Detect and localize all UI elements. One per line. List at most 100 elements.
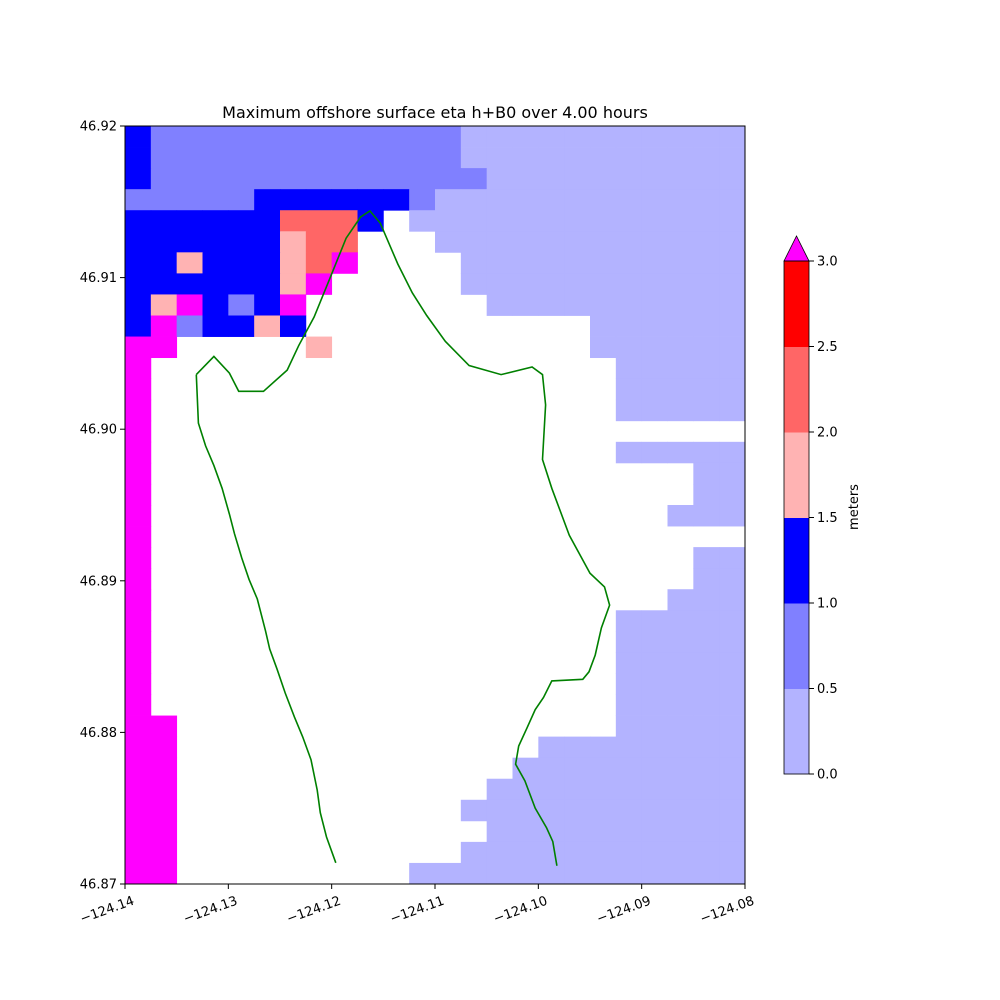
heatmap-cell — [460, 210, 488, 232]
heatmap-cell — [564, 841, 591, 864]
coastline-west-line — [195, 374, 337, 864]
heatmap-cell — [331, 126, 358, 148]
heatmap-cell — [357, 168, 384, 190]
heatmap-cell — [486, 862, 513, 885]
heatmap-cell — [305, 126, 333, 148]
heatmap-cell — [615, 778, 643, 801]
chart-title: Maximum offshore surface eta h+B0 over 4… — [222, 103, 648, 122]
heatmap-cell — [512, 147, 539, 169]
heatmap-cell — [512, 231, 539, 253]
heatmap-cell — [486, 841, 513, 864]
heatmap-cell — [125, 568, 152, 590]
heatmap-cell — [538, 210, 565, 232]
heatmap-cell — [125, 294, 152, 316]
heatmap-cell — [228, 168, 255, 190]
heatmap-cell — [435, 168, 462, 190]
heatmap-cell — [719, 231, 746, 253]
heatmap-cell — [125, 315, 152, 337]
heatmap-cell — [667, 378, 694, 401]
heatmap-cell — [641, 126, 668, 148]
heatmap-cell — [150, 252, 178, 274]
heatmap-cell — [615, 799, 643, 822]
heatmap-cell — [615, 168, 643, 190]
colorbar-swatches — [783, 235, 810, 775]
heatmap-cell — [125, 715, 152, 738]
heatmap-cell — [202, 315, 229, 337]
heatmap-cell — [564, 799, 591, 822]
heatmap-cell — [486, 189, 513, 211]
heatmap-cell — [667, 694, 694, 716]
heatmap-cell — [254, 252, 281, 274]
heatmap-cell — [228, 231, 255, 253]
heatmap-cell — [150, 757, 178, 780]
heatmap-cell — [615, 757, 643, 780]
heatmap-cell — [125, 589, 152, 611]
colorbar-label: meters — [847, 484, 862, 530]
heatmap-cell — [693, 294, 720, 316]
heatmap-cell — [719, 652, 746, 674]
heatmap-cell — [460, 841, 488, 864]
heatmap-cell — [538, 126, 565, 148]
heatmap-cell — [125, 736, 152, 759]
heatmap-cell — [538, 841, 565, 864]
heatmap-cell — [590, 862, 617, 885]
heatmap-cell — [125, 336, 152, 359]
heatmap-cell — [641, 841, 668, 864]
heatmap-cell — [590, 210, 617, 232]
heatmap-cell — [667, 589, 694, 611]
heatmap-cell — [719, 715, 746, 738]
heatmap-cell — [615, 715, 643, 738]
heatmap-cell — [202, 126, 229, 148]
heatmap-cell — [719, 610, 746, 632]
heatmap-cell — [641, 862, 668, 885]
colorbar-tick-label: 1.5 — [817, 511, 838, 526]
heatmap-cell — [512, 294, 539, 316]
heatmap-cell — [254, 294, 281, 316]
heatmap-cell — [693, 357, 720, 380]
heatmap-cell — [667, 399, 694, 422]
heatmap-cell — [150, 778, 178, 801]
heatmap-cell — [719, 441, 746, 464]
heatmap-cell — [538, 778, 565, 801]
heatmap-cell — [641, 336, 668, 359]
heatmap-cell — [693, 715, 720, 738]
colorbar: 0.0 0.5 1.0 1.5 2.0 2.5 3.0 meters — [783, 235, 862, 783]
heatmap-cell — [150, 126, 178, 148]
colorbar-tick-label: 2.0 — [817, 426, 838, 441]
heatmap-cell — [460, 231, 488, 253]
heatmap-cell — [693, 736, 720, 759]
heatmap-cell — [590, 168, 617, 190]
heatmap-cell — [693, 252, 720, 274]
heatmap-cell — [202, 210, 229, 232]
heatmap-cell — [228, 294, 255, 316]
heatmap-cell — [150, 736, 178, 759]
heatmap-cell — [667, 673, 694, 695]
heatmap-cell — [615, 862, 643, 885]
heatmap-cell — [641, 778, 668, 801]
heatmap-cell — [615, 441, 643, 464]
heatmap-cell — [150, 168, 178, 190]
heatmap-cell — [280, 168, 307, 190]
heatmap-cell — [125, 631, 152, 653]
heatmap-cell — [719, 736, 746, 759]
heatmap-cell — [512, 168, 539, 190]
heatmap-cell — [693, 378, 720, 401]
heatmap-cell — [667, 778, 694, 801]
heatmap-cell — [719, 315, 746, 337]
heatmap-cell — [538, 273, 565, 295]
heatmap-cell — [693, 820, 720, 843]
colorbar-swatch — [784, 517, 809, 604]
heatmap-cell — [693, 399, 720, 422]
heatmap-cell — [693, 610, 720, 632]
heatmap-cell — [564, 820, 591, 843]
heatmap-cell — [641, 168, 668, 190]
heatmap-cell — [693, 589, 720, 611]
heatmap-cell — [176, 273, 203, 295]
heatmap-cell — [280, 315, 307, 337]
heatmap-cell — [564, 294, 591, 316]
heatmap-cell — [125, 357, 152, 380]
heatmap-cell — [125, 420, 152, 443]
heatmap-cell — [383, 126, 410, 148]
heatmap-cell — [460, 799, 488, 822]
